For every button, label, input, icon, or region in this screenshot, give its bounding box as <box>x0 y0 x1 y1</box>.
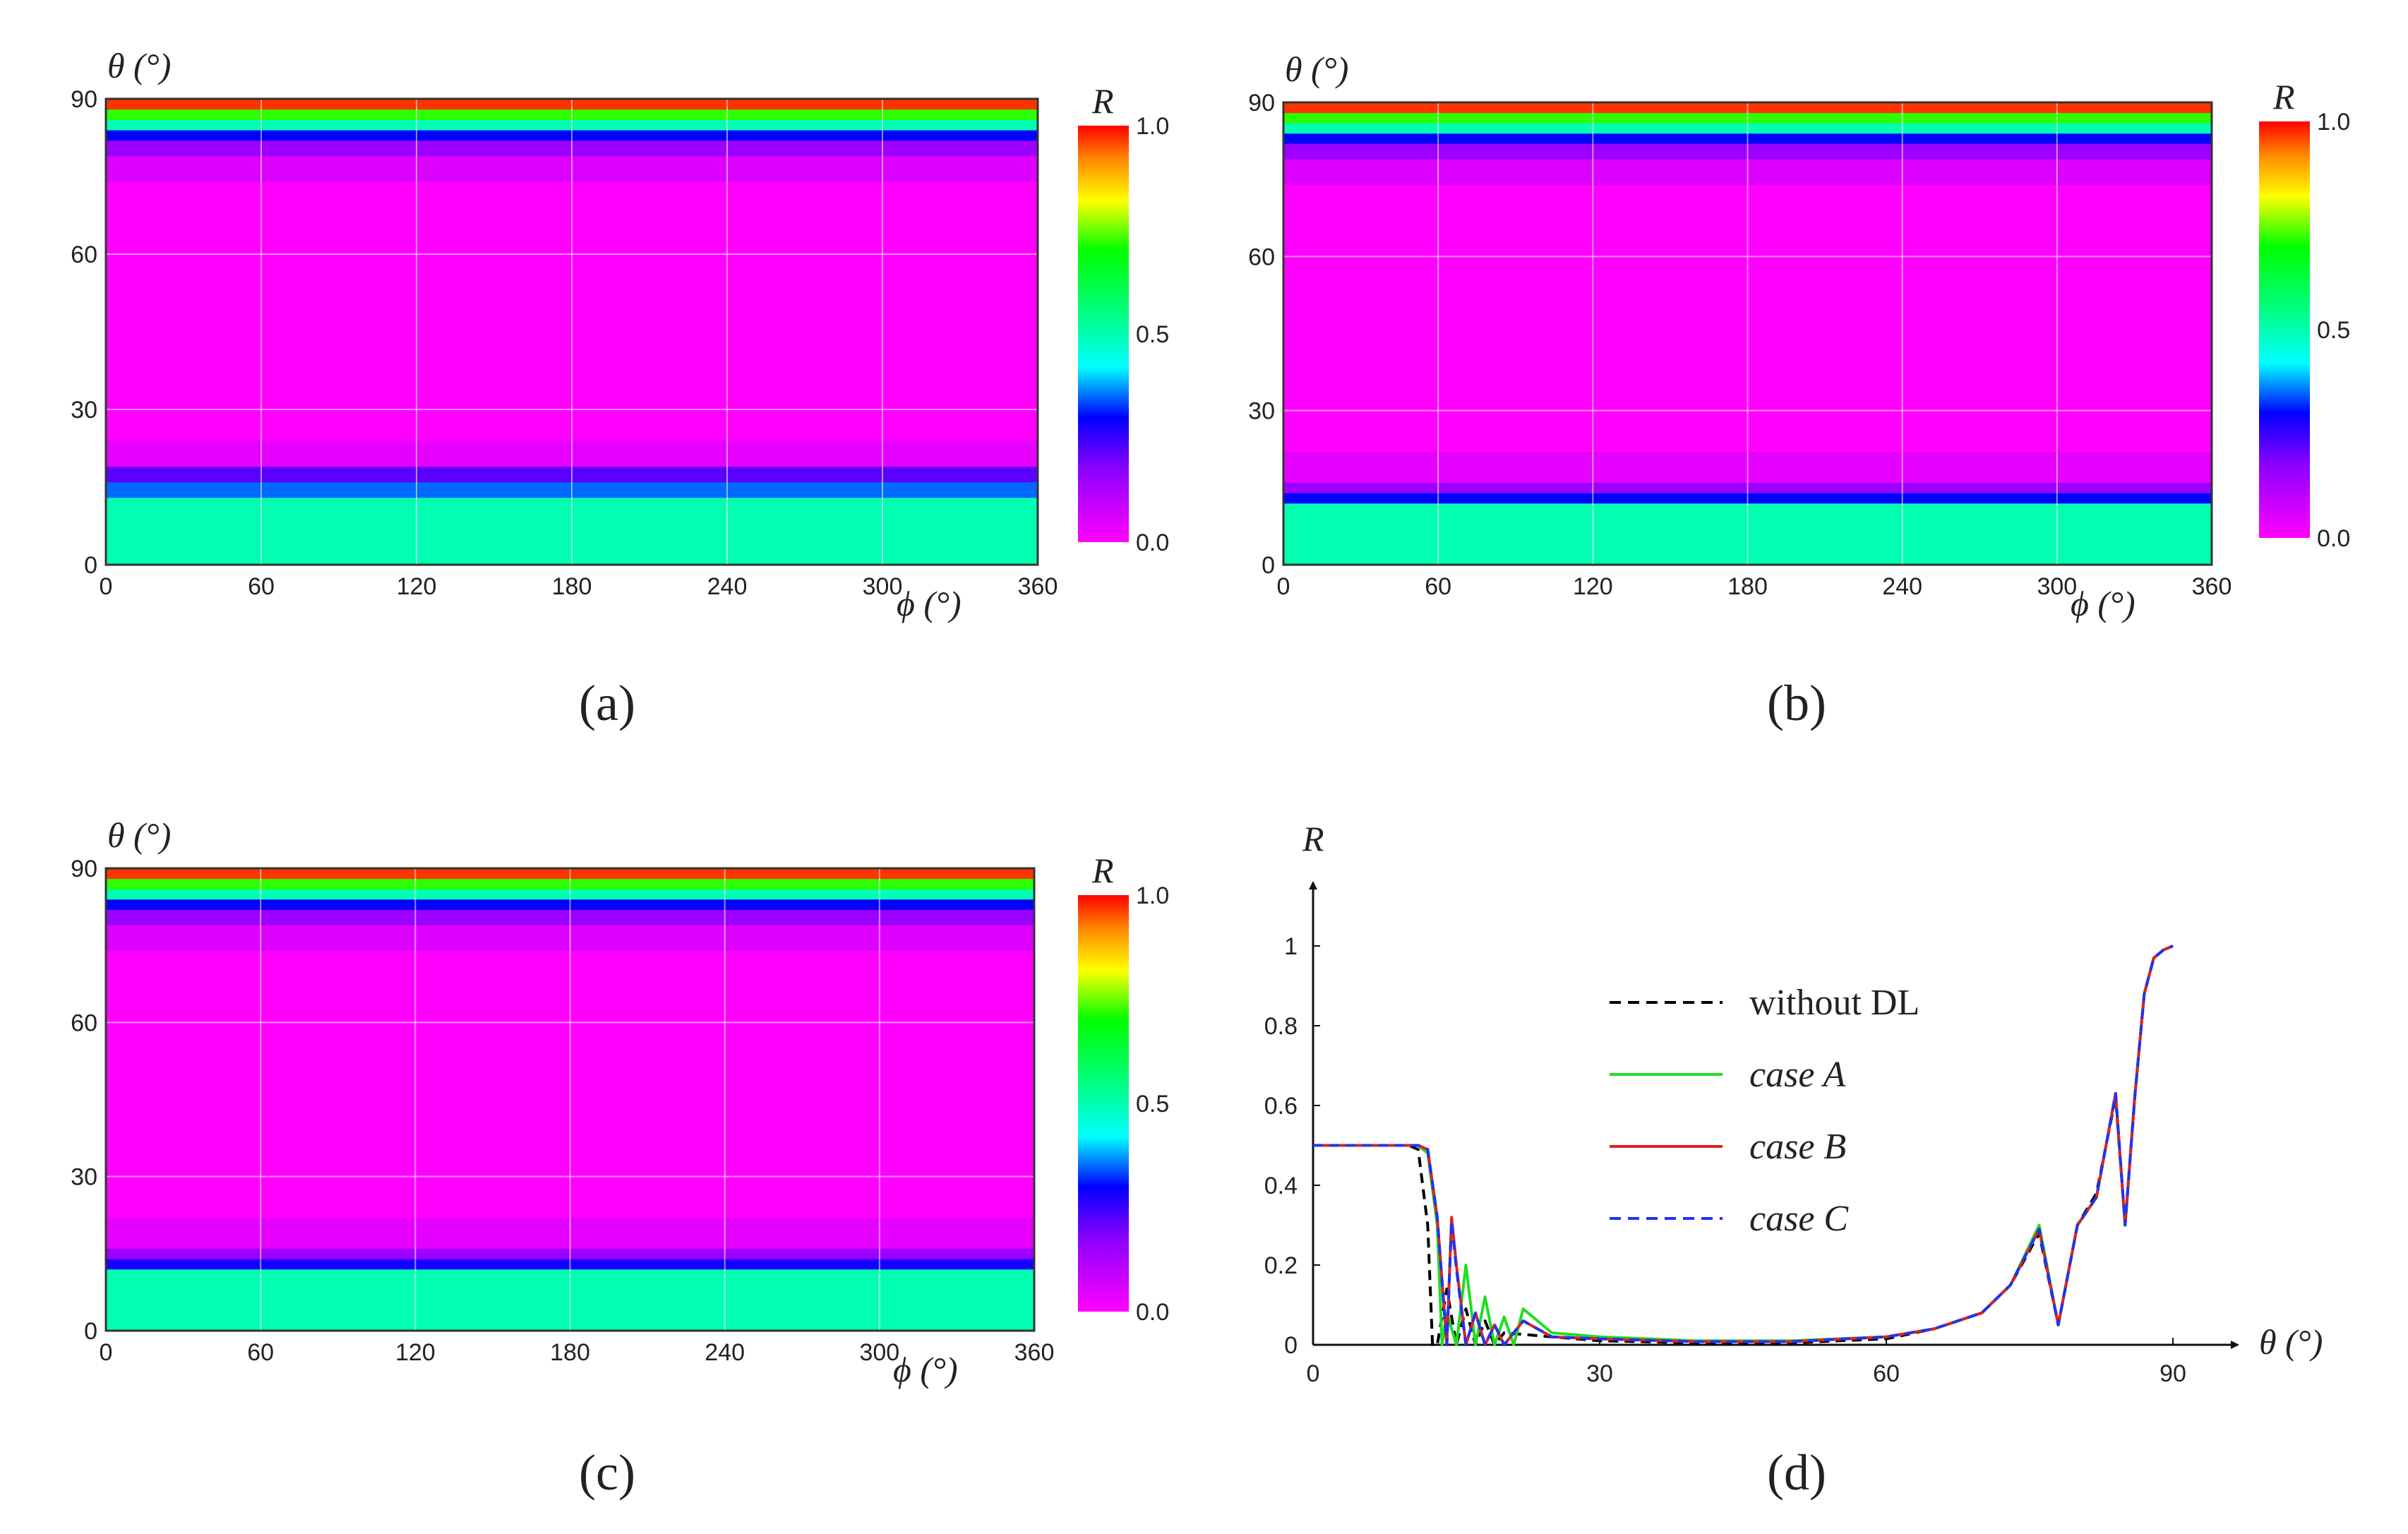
x-tick-label: 300 <box>859 1339 899 1366</box>
colorbar-tick-label: 0.0 <box>1136 1299 1169 1326</box>
x-tick-label: 60 <box>248 573 275 600</box>
x-tick-labels: 0 60 120 180 240 300 360 <box>100 1339 1055 1366</box>
heatmap-frame <box>104 97 1039 566</box>
y-tick-label: 30 <box>1248 398 1275 425</box>
x-tick-labels: 0 30 60 90 <box>1307 1338 2186 1387</box>
colorbar-tick-labels: 0.0 0.5 1.0 <box>1136 113 1169 556</box>
y-tick-label: 0.4 <box>1264 1173 1298 1199</box>
x-tick-label: 360 <box>1018 573 1058 600</box>
y-tick-label: 90 <box>71 856 97 882</box>
y-tick-labels: 0 30 60 90 <box>1248 90 1275 579</box>
y-axis-title: θ (°) <box>107 46 171 85</box>
x-tick-label: 240 <box>705 1339 745 1366</box>
x-tick-label: 180 <box>550 1339 590 1366</box>
panel-caption-a: (a) <box>579 675 635 731</box>
y-tick-label: 0.2 <box>1264 1252 1298 1279</box>
x-tick-label: 360 <box>1014 1339 1055 1366</box>
x-tick-label: 60 <box>247 1339 274 1366</box>
y-tick-label: 30 <box>71 1164 97 1191</box>
y-axis-title: θ (°) <box>107 815 171 855</box>
colorbar-tick-label: 0.5 <box>1136 1091 1169 1117</box>
y-tick-label: 90 <box>71 86 97 113</box>
heatmap-panel-c: 0 60 120 180 240 300 360 0 30 60 90 θ (°) ϕ (°) R… <box>71 815 1169 1501</box>
y-tick-label: 60 <box>71 1009 97 1036</box>
x-tick-label: 60 <box>1873 1360 1900 1387</box>
x-tick-label: 180 <box>552 573 592 600</box>
y-tick-label: 0 <box>1262 552 1275 579</box>
x-axis-title: ϕ (°) <box>893 1350 958 1389</box>
heatmap-panel-b: 0 60 120 180 240 300 360 0 30 60 90 θ (°) ϕ (°) R… <box>1248 49 2350 731</box>
x-tick-label: 300 <box>863 573 903 600</box>
x-tick-labels: 0 60 120 180 240 300 360 <box>1277 573 2232 600</box>
panel-caption-c: (c) <box>579 1444 635 1501</box>
colorbar-tick-label: 0.5 <box>1136 321 1169 348</box>
x-tick-label: 0 <box>100 1339 113 1366</box>
legend-label-without-dl: without DL <box>1749 983 1919 1023</box>
heatmap-grid <box>106 868 1034 1331</box>
y-tick-label: 1 <box>1284 933 1298 960</box>
heatmap-grid <box>1283 102 2212 565</box>
y-tick-label: 60 <box>1248 244 1275 270</box>
x-tick-label: 240 <box>1882 573 1922 600</box>
x-tick-label: 180 <box>1727 573 1768 600</box>
y-tick-label: 60 <box>71 241 97 268</box>
x-tick-label: 0 <box>100 573 113 600</box>
x-tick-label: 0 <box>1277 573 1290 600</box>
x-tick-label: 90 <box>2160 1360 2186 1387</box>
colorbar-title: R <box>1091 851 1114 890</box>
heatmap-frame <box>1282 101 2213 566</box>
legend-label-case-b: case B <box>1749 1127 1846 1167</box>
colorbar-tick-label: 1.0 <box>2317 109 2350 136</box>
y-tick-labels: 0 0.2 0.4 0.6 0.8 1 <box>1264 933 1320 1359</box>
legend-label-case-a: case A <box>1749 1055 1845 1095</box>
x-axis-title: θ (°) <box>2259 1322 2323 1362</box>
colorbar-title: R <box>2272 77 2295 116</box>
x-tick-label: 60 <box>1425 573 1451 600</box>
heatmap-grid <box>106 99 1038 565</box>
y-axis-title: θ (°) <box>1285 49 1348 89</box>
y-tick-label: 0.6 <box>1264 1093 1298 1120</box>
y-tick-label: 0 <box>1284 1332 1298 1359</box>
y-tick-label: 0 <box>84 1318 97 1345</box>
y-tick-label: 90 <box>1248 90 1275 116</box>
colorbar-tick-label: 1.0 <box>1136 882 1169 909</box>
legend-label-case-c: case C <box>1749 1199 1849 1239</box>
panel-caption-d: (d) <box>1767 1444 1826 1501</box>
x-tick-labels: 0 60 120 180 240 300 360 <box>100 573 1058 600</box>
x-tick-label: 120 <box>397 573 437 600</box>
y-tick-label: 0.8 <box>1264 1013 1298 1040</box>
colorbar <box>1078 895 1129 1312</box>
colorbar <box>1078 126 1129 542</box>
line-panel-d: 0 30 60 90 0 0.2 0.4 0.6 0.8 1 R θ (°) without D… <box>1264 819 2323 1501</box>
y-tick-labels: 0 30 60 90 <box>71 856 97 1345</box>
x-axis-title: ϕ (°) <box>2071 584 2136 623</box>
legend: without DL case A case B case C <box>1610 983 1919 1239</box>
heatmap-frame <box>104 867 1036 1332</box>
y-tick-label: 30 <box>71 397 97 424</box>
y-tick-label: 0 <box>84 552 97 579</box>
colorbar-tick-labels: 0.0 0.5 1.0 <box>2317 109 2350 552</box>
x-tick-label: 240 <box>707 573 748 600</box>
y-tick-labels: 0 30 60 90 <box>71 86 97 579</box>
y-axis-title: R <box>1302 819 1324 858</box>
x-axis-title: ϕ (°) <box>897 584 962 623</box>
colorbar-tick-labels: 0.0 0.5 1.0 <box>1136 882 1169 1326</box>
heatmap-panel-a: 0 60 120 180 240 300 360 0 30 60 90 θ (°) ϕ (°) R… <box>71 46 1169 731</box>
series-lines <box>1313 945 2174 1346</box>
colorbar-tick-label: 0.0 <box>1136 529 1169 556</box>
x-tick-label: 0 <box>1307 1360 1320 1387</box>
colorbar-tick-label: 0.0 <box>2317 525 2350 552</box>
panel-caption-b: (b) <box>1767 675 1826 731</box>
colorbar-tick-label: 0.5 <box>2317 317 2350 344</box>
x-tick-label: 30 <box>1586 1360 1613 1387</box>
series-line-case-c <box>1313 945 2174 1346</box>
x-tick-label: 120 <box>395 1339 436 1366</box>
x-tick-label: 120 <box>1573 573 1613 600</box>
colorbar-tick-label: 1.0 <box>1136 113 1169 140</box>
colorbar-title: R <box>1091 81 1114 121</box>
colorbar <box>2259 121 2310 538</box>
x-tick-label: 360 <box>2192 573 2232 600</box>
x-tick-label: 300 <box>2037 573 2077 600</box>
